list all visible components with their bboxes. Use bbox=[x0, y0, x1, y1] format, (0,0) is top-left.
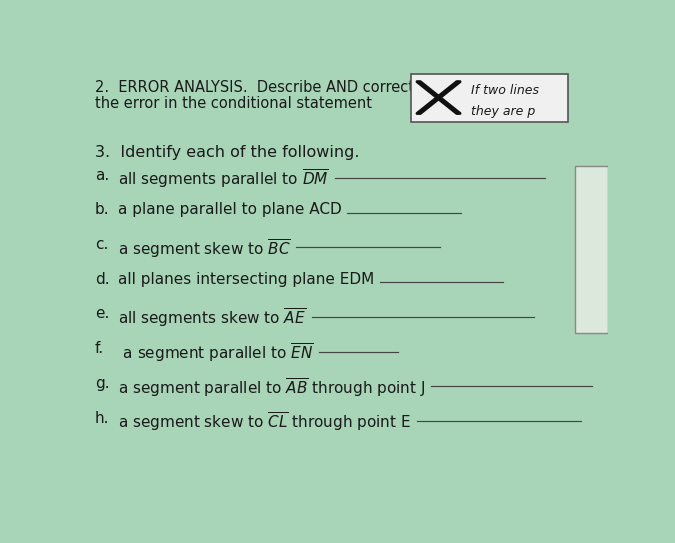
Text: a segment parallel to $\overline{AB}$ through point J: a segment parallel to $\overline{AB}$ th… bbox=[118, 376, 425, 399]
Text: c.: c. bbox=[95, 237, 108, 252]
Text: b.: b. bbox=[95, 203, 109, 217]
Text: all segments skew to $\overline{AE}$: all segments skew to $\overline{AE}$ bbox=[118, 306, 306, 329]
Text: a.: a. bbox=[95, 168, 109, 182]
Text: a segment parallel to $\overline{EN}$: a segment parallel to $\overline{EN}$ bbox=[118, 341, 314, 364]
Text: g.: g. bbox=[95, 376, 109, 391]
Text: f.: f. bbox=[95, 341, 104, 356]
Text: a segment skew to $\overline{CL}$ through point E: a segment skew to $\overline{CL}$ throug… bbox=[118, 411, 411, 433]
Text: 3.  Identify each of the following.: 3. Identify each of the following. bbox=[95, 144, 359, 160]
Text: d.: d. bbox=[95, 272, 109, 287]
Text: 2.  ERROR ANALYSIS.  Describe AND correct: 2. ERROR ANALYSIS. Describe AND correct bbox=[95, 80, 414, 95]
Bar bbox=[411, 73, 568, 122]
Text: a plane parallel to plane ACD: a plane parallel to plane ACD bbox=[118, 203, 342, 217]
Text: e.: e. bbox=[95, 306, 109, 321]
Text: a segment skew to $\overline{BC}$: a segment skew to $\overline{BC}$ bbox=[118, 237, 291, 260]
Text: all planes intersecting plane EDM: all planes intersecting plane EDM bbox=[118, 272, 375, 287]
Text: If two lines: If two lines bbox=[471, 84, 539, 97]
Text: the error in the conditional statement: the error in the conditional statement bbox=[95, 96, 372, 111]
Text: h.: h. bbox=[95, 411, 109, 426]
Text: they are p: they are p bbox=[471, 105, 536, 118]
Text: all segments parallel to $\overline{DM}$: all segments parallel to $\overline{DM}$ bbox=[118, 168, 329, 191]
Bar bbox=[575, 166, 608, 333]
